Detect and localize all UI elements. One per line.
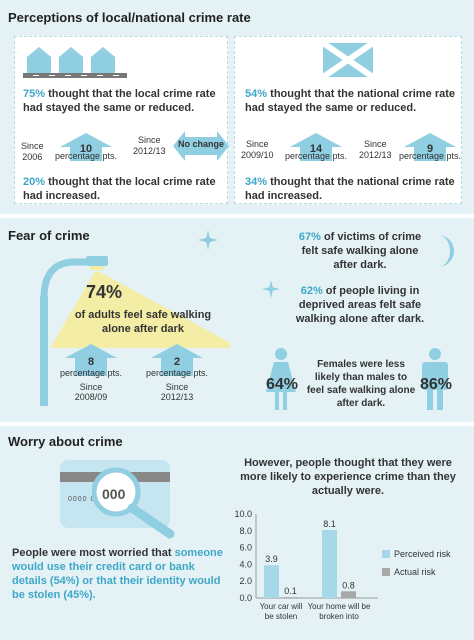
category-label: be stolen	[265, 612, 297, 621]
deprived-pct: 62%	[300, 285, 323, 297]
legend-swatch	[382, 568, 390, 576]
victims-pct: 67%	[298, 231, 321, 243]
national-card: 54% thought that the national crime rate…	[234, 36, 462, 204]
victims-desc: of victims of crime felt safe walking al…	[301, 231, 422, 271]
adults-text: of adults feel safe walking alone after …	[74, 309, 212, 335]
female-pct: 64%	[266, 376, 299, 393]
star-icon	[198, 230, 218, 250]
y-tick-label: 6.0	[239, 543, 252, 553]
national-arrow-2: 9 percentage pts.	[399, 133, 461, 161]
fear-title: Fear of crime	[8, 228, 90, 243]
street-lamp-icon	[40, 256, 230, 406]
female-icon	[266, 348, 296, 410]
worry-text: People were most worried that someone wo…	[12, 546, 226, 602]
male-pct: 86%	[420, 376, 453, 393]
data-label: 8.1	[323, 519, 336, 529]
houses-icon	[23, 47, 127, 78]
fear-arrow-2: 2 percentage pts. Since 2012/13	[146, 344, 208, 402]
y-tick-label: 10.0	[234, 509, 252, 519]
risk-chart: 10.0 8.0 6.0 4.0 2.0 0.0 3.9 0.1 Your car willbe…	[234, 509, 451, 621]
adults-pct: 74%	[86, 282, 123, 302]
worry-highlight: someone would use their credit card or b…	[12, 547, 223, 601]
local-main-pct: 75%	[23, 88, 46, 100]
data-label: 0.1	[284, 586, 297, 596]
worry-section: Worry about crime 0000 0000 0000 000 Peo…	[0, 426, 474, 640]
category-label: Your home will be	[308, 602, 371, 611]
local-since2: Since 2012/13	[133, 135, 166, 156]
y-tick-label: 8.0	[239, 526, 252, 536]
legend-label: Perceived risk	[394, 549, 451, 559]
male-icon	[422, 348, 448, 410]
y-tick-label: 2.0	[239, 576, 252, 586]
national-main-text: 54% thought that the national crime rate…	[245, 87, 455, 115]
local-inc-desc: thought that the local crime rate had in…	[23, 176, 216, 202]
magnifier-icon	[92, 467, 175, 539]
category-label: broken into	[319, 612, 359, 621]
national-inc-desc: thought that the national crime rate had…	[245, 176, 455, 202]
local-inc-pct: 20%	[23, 176, 46, 188]
local-main-desc: thought that the local crime rate had st…	[23, 88, 216, 114]
deprived-text: 62% of people living in deprived areas f…	[290, 284, 430, 326]
local-since1: Since 2006	[21, 141, 44, 162]
worry-title: Worry about crime	[8, 434, 123, 449]
card-zoom-digits: 000	[102, 486, 126, 502]
national-arrow-1: 14 percentage pts.	[285, 133, 347, 161]
no-change-arrow-icon	[173, 131, 229, 161]
no-change-label: No change	[177, 139, 224, 149]
national-inc-text: 34% thought that the national crime rate…	[245, 175, 455, 203]
bar-perceived	[322, 529, 337, 598]
bar-actual	[283, 597, 298, 598]
local-arrow-1: 10 percentage pts.	[55, 133, 117, 161]
national-main-pct: 54%	[245, 88, 268, 100]
perceptions-section: Perceptions of local/national crime rate…	[0, 0, 474, 214]
y-tick-label: 0.0	[239, 593, 252, 603]
category-label: Your car will	[260, 602, 303, 611]
victims-text: 67% of victims of crime felt safe walkin…	[290, 230, 430, 272]
gender-text: Females were less likely than males to f…	[306, 359, 416, 409]
bar-perceived	[264, 565, 279, 598]
national-since1: Since 2009/10	[241, 139, 274, 160]
scotland-flag-icon	[323, 43, 373, 77]
star-icon	[262, 280, 280, 298]
worry-lead: People were most worried that	[12, 547, 175, 559]
legend-label: Actual risk	[394, 567, 436, 577]
data-label: 3.9	[265, 554, 278, 564]
however-text: However, people thought that they were m…	[240, 457, 456, 497]
national-since2: Since 2012/13	[359, 139, 392, 160]
national-inc-pct: 34%	[245, 176, 268, 188]
fear-arrow-1: 8 percentage pts. Since 2008/09	[60, 344, 122, 402]
y-tick-label: 4.0	[239, 559, 252, 569]
bar-actual	[341, 591, 356, 598]
perceptions-title: Perceptions of local/national crime rate	[8, 10, 251, 25]
deprived-desc: of people living in deprived areas felt …	[295, 285, 425, 325]
local-main-text: 75% thought that the local crime rate ha…	[23, 87, 223, 115]
fear-section: Fear of crime 74% of adults feel safe wa…	[0, 218, 474, 422]
local-card: 75% thought that the local crime rate ha…	[14, 36, 229, 204]
moon-icon	[438, 235, 454, 267]
local-inc-text: 20% thought that the local crime rate ha…	[23, 175, 223, 203]
data-label: 0.8	[342, 580, 355, 590]
national-main-desc: thought that the national crime rate had…	[245, 88, 455, 114]
legend-swatch	[382, 550, 390, 558]
